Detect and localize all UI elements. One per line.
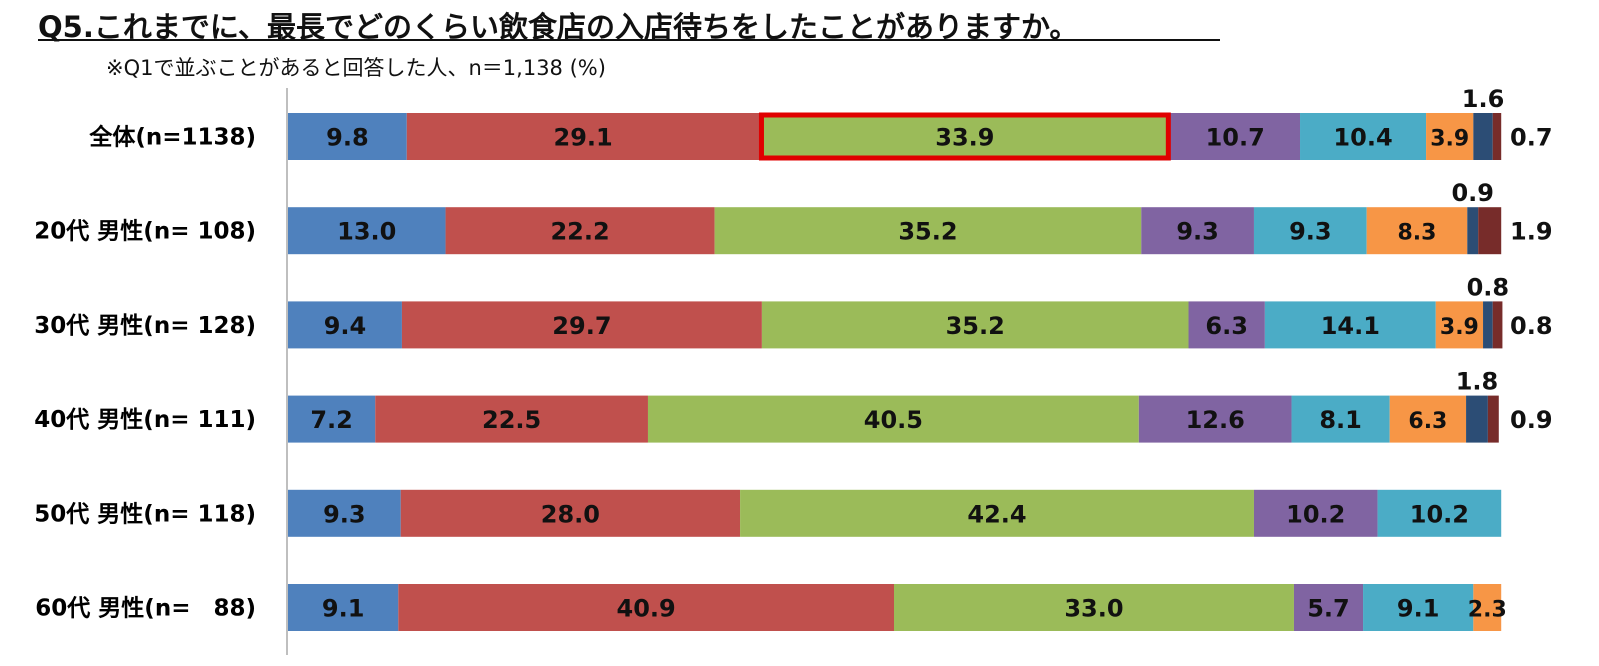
bar-segment	[1253, 207, 1367, 255]
data-label: 9.1	[322, 595, 365, 623]
data-label-right: 0.8	[1510, 312, 1553, 340]
chart-title: Q5.これまでに、最長でどのくらい飲食店の入店待ちをしたことがありますか。	[38, 10, 1079, 44]
data-label: 14.1	[1321, 312, 1380, 340]
data-label: 10.4	[1333, 124, 1392, 152]
data-label-above: 1.8	[1456, 368, 1499, 396]
bar-segment	[1300, 113, 1427, 160]
bar-segment	[445, 207, 715, 255]
data-label: 22.5	[482, 406, 541, 434]
bar-segment	[288, 301, 402, 349]
data-label: 2.3	[1468, 598, 1507, 623]
data-label: 9.8	[326, 124, 369, 152]
data-label: 13.0	[337, 218, 396, 246]
bar-segment	[400, 489, 741, 537]
data-label: 33.9	[935, 124, 994, 152]
highlight-box	[758, 112, 1171, 161]
bar-segment	[1366, 207, 1468, 255]
bar-segment	[759, 113, 1171, 160]
data-label: 10.7	[1206, 124, 1265, 152]
bar-segment	[1141, 207, 1254, 255]
bar-segment	[288, 584, 399, 631]
bar-segment	[714, 207, 1142, 255]
data-label: 42.4	[967, 500, 1026, 528]
bar-segment	[1253, 489, 1378, 537]
chart-subtitle: ※Q1で並ぶことがあると回答した人、n＝1,138 (%)	[106, 56, 606, 80]
data-label: 29.1	[554, 124, 613, 152]
bar-segment	[1492, 301, 1503, 349]
bar-segment	[1138, 395, 1292, 443]
data-label-right: 0.9	[1510, 406, 1553, 434]
bar-segment	[398, 584, 894, 631]
bar-segment	[1473, 584, 1502, 631]
bar-segment	[1377, 489, 1502, 537]
title-underline	[38, 39, 1220, 41]
bar-segment	[1264, 301, 1436, 349]
bar-segment	[288, 395, 376, 443]
bar-segment	[1435, 301, 1484, 349]
data-label-above: 0.9	[1451, 179, 1494, 207]
bar-segment	[1473, 113, 1493, 160]
bar-segment	[1426, 113, 1474, 160]
data-label: 28.0	[541, 500, 600, 528]
data-label: 7.2	[310, 406, 353, 434]
bar-segment	[894, 584, 1294, 631]
bar-segment	[1483, 301, 1493, 349]
bar-segment	[1170, 113, 1301, 160]
bar-segment	[1487, 395, 1499, 443]
data-label: 33.0	[1064, 595, 1123, 623]
data-label: 6.3	[1408, 409, 1447, 434]
data-label: 8.1	[1319, 406, 1362, 434]
data-label: 9.3	[323, 500, 366, 528]
bar-segment	[375, 395, 648, 443]
data-label-right: 1.9	[1510, 218, 1553, 246]
category-label: 40代 男性(n= 111)	[34, 407, 256, 433]
data-label: 35.2	[898, 218, 957, 246]
bar-segment	[288, 207, 446, 255]
data-label: 3.9	[1440, 315, 1479, 340]
data-label-above: 1.6	[1462, 85, 1505, 113]
data-label: 9.1	[1397, 595, 1440, 623]
data-label: 9.4	[324, 312, 367, 340]
data-label: 9.3	[1176, 218, 1219, 246]
category-label: 50代 男性(n= 118)	[34, 501, 256, 527]
bar-segment	[1466, 395, 1488, 443]
bar-segment	[1363, 584, 1474, 631]
bar-segment	[1478, 207, 1502, 255]
data-label-right: 0.7	[1510, 124, 1553, 152]
bar-segment	[647, 395, 1139, 443]
category-label: 全体(n=1138)	[88, 124, 256, 151]
data-label: 35.2	[946, 312, 1005, 340]
data-label: 3.9	[1430, 127, 1469, 152]
bar-segment	[1188, 301, 1265, 349]
bar-segment	[1293, 584, 1364, 631]
data-label: 9.3	[1289, 218, 1332, 246]
data-label: 29.7	[552, 312, 611, 340]
category-label: 30代 男性(n= 128)	[34, 313, 256, 339]
data-label: 8.3	[1397, 221, 1436, 246]
data-label-above: 0.8	[1467, 273, 1510, 301]
bar-segment	[406, 113, 760, 160]
bar-segment	[1492, 113, 1502, 160]
data-label: 10.2	[1286, 500, 1345, 528]
bar-segment	[1291, 395, 1390, 443]
bar-segment	[288, 489, 401, 537]
bar-segment	[1389, 395, 1467, 443]
data-label: 12.6	[1186, 406, 1245, 434]
data-label: 22.2	[550, 218, 609, 246]
data-label: 10.2	[1410, 500, 1469, 528]
data-label: 40.5	[864, 406, 923, 434]
category-label: 60代 男性(n= 88)	[35, 596, 256, 622]
data-label: 5.7	[1307, 595, 1350, 623]
data-label: 40.9	[617, 595, 676, 623]
bar-segment	[740, 489, 1254, 537]
bar-segment	[288, 113, 407, 160]
bar-segment	[1467, 207, 1479, 255]
bar-segment	[761, 301, 1189, 349]
data-label: 6.3	[1205, 312, 1248, 340]
category-label: 20代 男性(n= 108)	[34, 219, 256, 245]
bar-segment	[401, 301, 762, 349]
